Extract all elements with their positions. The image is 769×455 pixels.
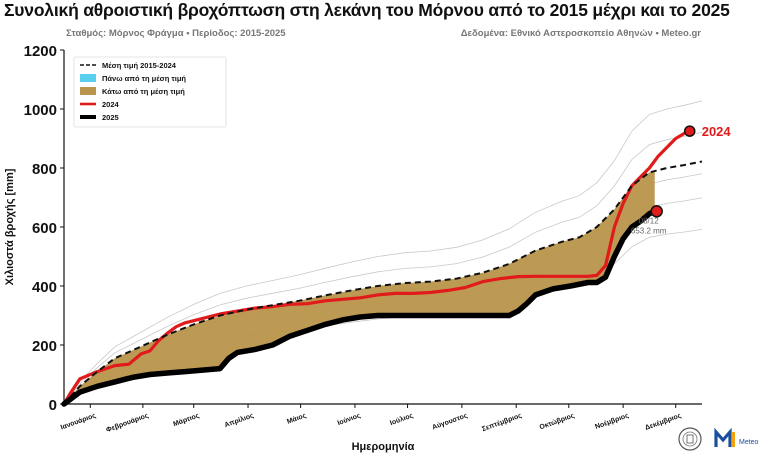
x-tick-label: Απρίλιος — [223, 411, 255, 429]
series-line-2025 — [61, 208, 658, 407]
meteo-logo-icon — [714, 427, 735, 447]
marker-2024 — [683, 125, 696, 137]
y-tick-label: 1200 — [24, 43, 57, 60]
meteo-label: Meteo — [739, 439, 759, 446]
background-year-trace — [63, 132, 703, 405]
legend-box — [73, 56, 227, 128]
annotation-2025-date: 08/12 — [639, 216, 660, 225]
series-line-2024 — [62, 129, 691, 405]
marker-2025 — [650, 205, 663, 218]
legend-item-label: Κάτω από τη μέση τιμή — [102, 87, 185, 96]
x-tick-label: Ιούλιος — [389, 411, 415, 427]
legend-item-label: Μέση τιμή 2015-2024 — [102, 61, 177, 70]
logos: Meteo — [678, 427, 759, 451]
x-tick-label: Αύγουστος — [431, 412, 469, 431]
y-tick-label: 1000 — [24, 102, 57, 119]
legend-swatch — [80, 74, 96, 82]
x-tick-label: Ιανουάριος — [60, 412, 97, 431]
legend-item-label: 2025 — [102, 113, 119, 122]
legend-item-label: Πάνω από τη μέση τιμή — [102, 74, 186, 83]
x-tick-label: Μάιος — [286, 412, 308, 426]
background-year-trace — [63, 100, 703, 405]
noa-seal-icon — [678, 427, 702, 451]
annotation-2025-value: 653.2 mm — [631, 226, 667, 235]
y-tick-label: 800 — [32, 161, 57, 178]
y-tick-label: 600 — [32, 220, 57, 237]
station-subtitle: Σταθμός: Μόρνος Φράγμα • Περίοδος: 2015-… — [66, 28, 286, 39]
legend-item-label: 2024 — [102, 100, 120, 109]
y-tick-label: 200 — [32, 338, 57, 355]
y-axis-label: Χιλιοστά βροχής [mm] — [4, 168, 16, 285]
x-tick-label: Οκτώβριος — [539, 412, 576, 431]
source-subtitle: Δεδομένα: Εθνικό Αστεροσκοπείο Αθηνών • … — [460, 28, 701, 39]
chart-title: Συνολική αθροιστική βροχόπτωση στη λεκάν… — [4, 0, 730, 20]
x-tick-label: Μάρτιος — [172, 412, 200, 428]
legend-swatch — [80, 87, 96, 95]
x-tick-label: Σεπτέμβριος — [481, 412, 523, 433]
annotation-2024: 2024 — [702, 124, 732, 139]
x-tick-label: Φεβρουάριος — [105, 412, 150, 434]
y-tick-label: 400 — [32, 279, 57, 296]
below-mean-fill — [64, 171, 655, 404]
x-tick-label: Νοέμβριος — [594, 412, 630, 431]
x-axis-label: Ημερομηνία — [352, 441, 415, 453]
x-tick-label: Ιούνιος — [337, 412, 362, 427]
y-tick-label: 0 — [49, 397, 57, 414]
